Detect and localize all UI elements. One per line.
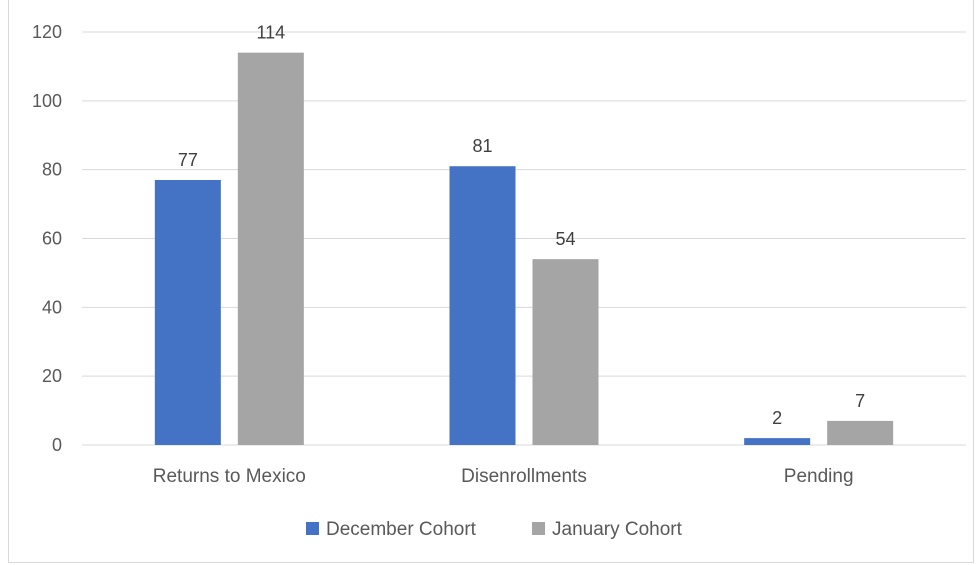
gridlines — [82, 31, 966, 446]
bar-pending-december-cohort — [744, 438, 811, 445]
legend: December Cohort January Cohort — [306, 519, 683, 540]
data-label: 54 — [555, 229, 575, 249]
y-tick-label: 120 — [32, 22, 62, 42]
bar-returns-to-mexico-january-cohort — [237, 52, 304, 446]
y-tick-label: 40 — [42, 297, 62, 317]
legend-label: December Cohort — [326, 519, 477, 540]
data-label: 81 — [472, 136, 492, 156]
bar-returns-to-mexico-december-cohort — [154, 179, 221, 445]
y-tick-label: 20 — [42, 366, 62, 386]
legend-swatch — [532, 522, 545, 535]
x-tick-label: Returns to Mexico — [153, 466, 306, 487]
y-tick-label: 60 — [42, 229, 62, 249]
y-tick-label: 80 — [42, 160, 62, 180]
y-axis: 0 20 40 60 80 100 120 — [32, 22, 62, 455]
bar-disenrollments-january-cohort — [532, 259, 599, 445]
legend-label: January Cohort — [552, 519, 683, 540]
data-label: 114 — [256, 23, 285, 43]
y-tick-label: 100 — [32, 91, 62, 111]
x-tick-label: Disenrollments — [461, 466, 587, 487]
bars — [154, 52, 894, 446]
y-tick-label: 0 — [52, 435, 62, 455]
x-axis: Returns to Mexico Disenrollments Pending — [153, 466, 854, 487]
x-tick-label: Pending — [784, 466, 854, 487]
legend-swatch — [306, 522, 319, 535]
data-label: 2 — [772, 408, 782, 428]
bar-disenrollments-december-cohort — [449, 166, 516, 445]
bar-pending-january-cohort — [827, 420, 894, 445]
data-label: 7 — [855, 391, 865, 411]
data-label: 77 — [178, 150, 198, 170]
